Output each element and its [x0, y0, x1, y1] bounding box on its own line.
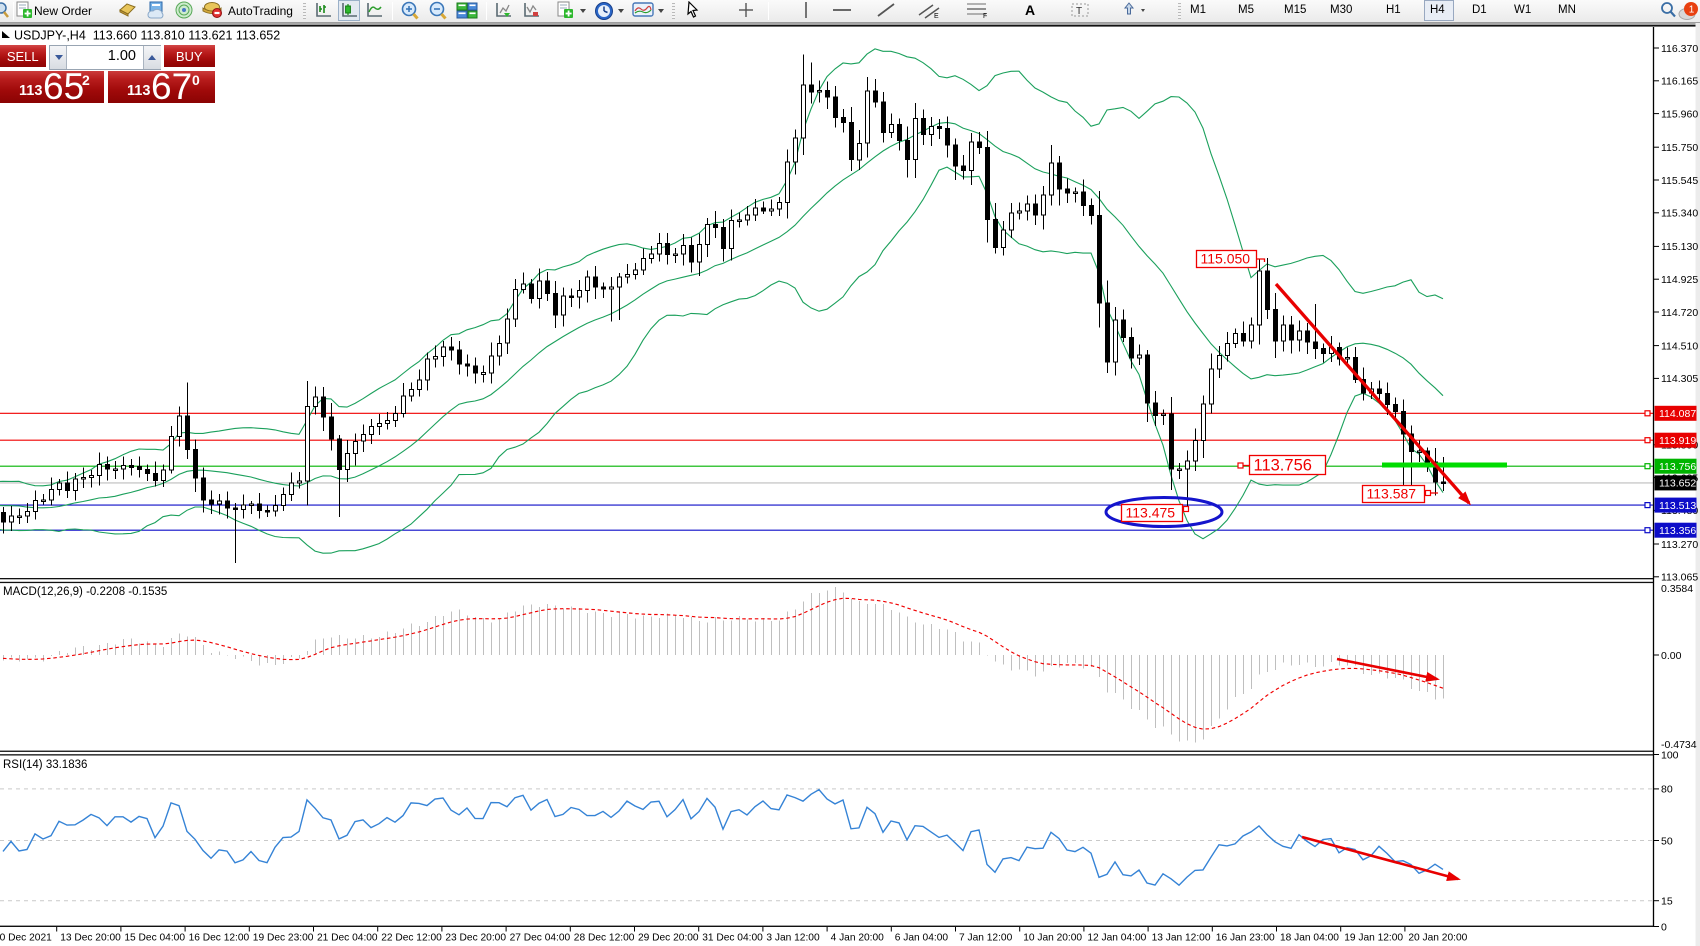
svg-text:116.165: 116.165: [1661, 76, 1698, 88]
svg-text:13 Jan 12:00: 13 Jan 12:00: [1152, 933, 1211, 944]
svg-text:31 Dec 04:00: 31 Dec 04:00: [702, 933, 763, 944]
svg-text:114.305: 114.305: [1661, 373, 1698, 385]
svg-text:4 Jan 20:00: 4 Jan 20:00: [831, 933, 885, 944]
svg-text:15: 15: [1661, 896, 1673, 908]
svg-text:3 Jan 12:00: 3 Jan 12:00: [766, 933, 820, 944]
svg-text:114.720: 114.720: [1661, 307, 1698, 319]
svg-text:20 Jan 20:00: 20 Jan 20:00: [1408, 933, 1467, 944]
svg-text:113.652: 113.652: [1659, 478, 1696, 490]
svg-text:15 Dec 04:00: 15 Dec 04:00: [124, 933, 185, 944]
svg-text:113.587: 113.587: [1367, 486, 1417, 502]
svg-text:115.545: 115.545: [1661, 175, 1698, 187]
svg-text:50: 50: [1661, 835, 1673, 847]
svg-text:113.270: 113.270: [1661, 539, 1698, 551]
svg-text:28 Dec 12:00: 28 Dec 12:00: [574, 933, 635, 944]
svg-text:22 Dec 12:00: 22 Dec 12:00: [381, 933, 442, 944]
svg-text:12 Jan 04:00: 12 Jan 04:00: [1087, 933, 1146, 944]
svg-text:100: 100: [1661, 749, 1679, 761]
svg-text:27 Dec 04:00: 27 Dec 04:00: [510, 933, 571, 944]
svg-text:29 Dec 20:00: 29 Dec 20:00: [638, 933, 699, 944]
svg-text:113.756: 113.756: [1659, 461, 1696, 473]
svg-text:USDJPY-,H4 113.660 113.810 11: USDJPY-,H4 113.660 113.810 113.621 113.6…: [14, 29, 280, 43]
svg-text:80: 80: [1661, 784, 1673, 796]
svg-text:16 Jan 23:00: 16 Jan 23:00: [1216, 933, 1275, 944]
svg-text:T: T: [1076, 6, 1082, 17]
svg-text:19 Jan 12:00: 19 Jan 12:00: [1344, 933, 1403, 944]
svg-text:115.130: 115.130: [1661, 241, 1698, 253]
svg-text:21 Dec 04:00: 21 Dec 04:00: [317, 933, 378, 944]
svg-text:13 Dec 20:00: 13 Dec 20:00: [60, 933, 121, 944]
svg-text:113.513: 113.513: [1659, 500, 1696, 512]
svg-text:113.356: 113.356: [1659, 525, 1696, 537]
svg-text:RSI(14) 33.1836: RSI(14) 33.1836: [3, 759, 87, 771]
svg-text:0.3584: 0.3584: [1661, 583, 1693, 595]
svg-text:-0.4734: -0.4734: [1661, 739, 1697, 751]
svg-text:10 Jan 20:00: 10 Jan 20:00: [1023, 933, 1082, 944]
svg-text:114.925: 114.925: [1661, 274, 1698, 286]
svg-text:7 Jan 12:00: 7 Jan 12:00: [959, 933, 1013, 944]
svg-text:113.475: 113.475: [1126, 505, 1176, 521]
svg-text:116.370: 116.370: [1661, 43, 1698, 55]
svg-text:0: 0: [1661, 921, 1667, 933]
svg-text:113.919: 113.919: [1659, 435, 1696, 447]
svg-text:0.00: 0.00: [1661, 650, 1682, 662]
svg-text:18 Jan 04:00: 18 Jan 04:00: [1280, 933, 1339, 944]
svg-text:6 Jan 04:00: 6 Jan 04:00: [895, 933, 949, 944]
svg-text:113.065: 113.065: [1661, 572, 1698, 584]
svg-text:F: F: [983, 13, 987, 19]
svg-text:114.087: 114.087: [1659, 408, 1696, 420]
svg-text:113.756: 113.756: [1254, 457, 1312, 475]
svg-text:115.750: 115.750: [1661, 142, 1698, 154]
svg-text:MACD(12,26,9) -0.2208 -0.1535: MACD(12,26,9) -0.2208 -0.1535: [3, 586, 167, 598]
svg-text:E: E: [934, 13, 939, 19]
svg-text:23 Dec 20:00: 23 Dec 20:00: [445, 933, 506, 944]
svg-text:19 Dec 23:00: 19 Dec 23:00: [253, 933, 314, 944]
svg-text:10 Dec 2021: 10 Dec 2021: [0, 933, 52, 944]
svg-text:115.960: 115.960: [1661, 108, 1698, 120]
svg-text:16 Dec 12:00: 16 Dec 12:00: [189, 933, 250, 944]
svg-text:1: 1: [1689, 5, 1695, 16]
svg-text:115.340: 115.340: [1661, 208, 1698, 220]
svg-text:115.050: 115.050: [1201, 251, 1251, 267]
svg-text:114.510: 114.510: [1661, 340, 1698, 352]
